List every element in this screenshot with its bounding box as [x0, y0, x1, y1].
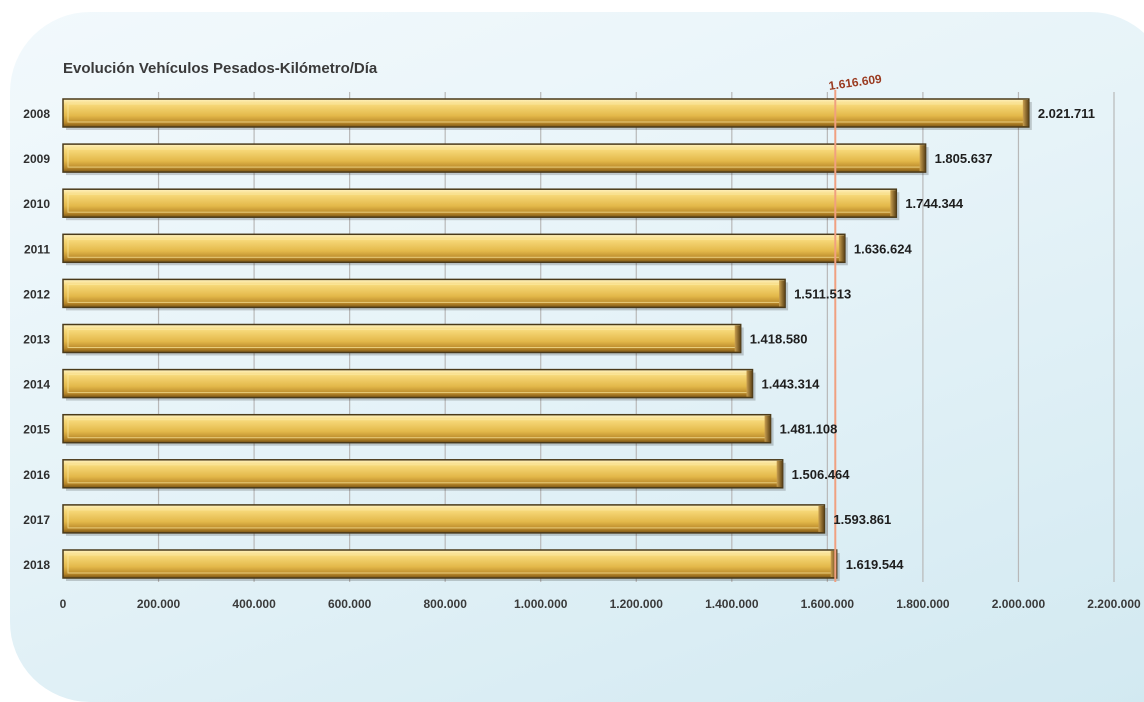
bar-cap — [1022, 100, 1029, 126]
data-label: 1.511.513 — [794, 286, 851, 301]
x-tick-label: 1.800.000 — [896, 597, 950, 611]
y-tick-label: 2016 — [23, 468, 50, 482]
bar-cap — [890, 190, 897, 217]
bar — [62, 549, 840, 581]
x-tick-label: 1.400.000 — [705, 597, 759, 611]
y-axis-ticks: 2008 2009 2010 2011 2012 2013 2014 2015 2016 2017… — [23, 107, 50, 572]
x-tick-label: 2.000.000 — [992, 597, 1046, 611]
x-tick-label: 800.000 — [423, 597, 467, 611]
bar-body — [62, 278, 786, 309]
y-tick-label: 2014 — [23, 378, 50, 392]
bar-body — [62, 233, 846, 264]
x-tick-label: 400.000 — [232, 597, 276, 611]
bar-body — [62, 413, 772, 444]
x-tick-label: 1.600.000 — [801, 597, 855, 611]
bar-cap — [838, 235, 845, 262]
data-label: 1.481.108 — [780, 422, 838, 437]
bar-body — [62, 368, 754, 399]
x-tick-label: 200.000 — [137, 597, 181, 611]
x-axis-ticks: 0 200.000 400.000 600.000 800.000 1.000.000 1.… — [60, 597, 1141, 611]
bar-body — [62, 98, 1030, 128]
bars — [62, 98, 1032, 581]
bar — [62, 459, 786, 491]
bar — [62, 368, 756, 401]
bar-body — [62, 549, 838, 579]
data-label: 1.636.624 — [854, 241, 913, 256]
bar-cap — [779, 280, 786, 307]
bar — [62, 323, 744, 356]
x-tick-label: 1.000.000 — [514, 597, 568, 611]
bar — [62, 143, 929, 176]
y-tick-label: 2017 — [23, 513, 50, 527]
bar-body — [62, 323, 742, 354]
bar-cap — [818, 505, 825, 532]
data-labels: 2.021.711 1.805.637 1.744.344 1.636.624 1.51… — [750, 106, 1095, 572]
bar-body — [62, 143, 927, 173]
data-label: 1.619.544 — [846, 557, 905, 572]
bar — [62, 98, 1032, 130]
x-tick-label: 600.000 — [328, 597, 372, 611]
bar-cap — [919, 145, 926, 172]
data-label: 1.805.637 — [935, 151, 993, 166]
bar — [62, 504, 828, 536]
x-tick-label: 0 — [60, 597, 67, 611]
x-tick-label: 2.200.000 — [1087, 597, 1141, 611]
bar-body — [62, 504, 826, 534]
data-label: 2.021.711 — [1038, 106, 1095, 121]
bar — [62, 278, 789, 311]
bar — [62, 233, 848, 266]
bar — [62, 413, 774, 446]
y-tick-label: 2013 — [23, 333, 50, 347]
data-label: 1.593.861 — [833, 512, 891, 527]
bar-body — [62, 459, 784, 489]
y-tick-label: 2011 — [24, 242, 50, 256]
data-label: 1.443.314 — [762, 377, 821, 392]
bar-body — [62, 188, 898, 218]
bar-cap — [764, 415, 771, 442]
y-tick-label: 2008 — [23, 107, 50, 121]
reference-line-label: 1.616.609 — [828, 72, 883, 93]
data-label: 1.744.344 — [905, 196, 964, 211]
data-label: 1.506.464 — [792, 467, 851, 482]
bar-cap — [776, 460, 783, 487]
y-tick-label: 2009 — [23, 152, 50, 166]
y-tick-label: 2018 — [23, 558, 50, 572]
y-tick-label: 2015 — [23, 423, 50, 437]
bar-cap — [830, 551, 837, 577]
bar — [62, 188, 900, 221]
bar-chart: 1.616.609 2.021.711 1.805.637 1.744.344 1.6… — [23, 72, 1141, 611]
y-tick-label: 2012 — [23, 287, 50, 301]
x-tick-label: 1.200.000 — [610, 597, 664, 611]
y-tick-label: 2010 — [23, 197, 50, 211]
chart-title: Evolución Vehículos Pesados-Kilómetro/Dí… — [63, 60, 378, 77]
bar-cap — [746, 370, 753, 397]
data-label: 1.418.580 — [750, 332, 808, 347]
bar-cap — [734, 325, 741, 352]
